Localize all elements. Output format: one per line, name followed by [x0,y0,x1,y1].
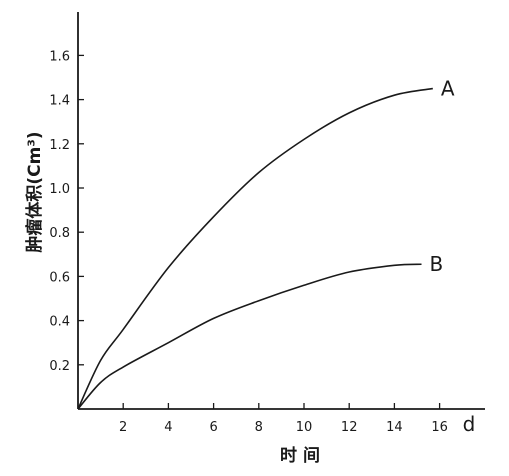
x-tick-label: 8 [255,420,263,435]
x-tick-label: 6 [209,420,217,435]
series-line-b [77,263,422,410]
y-tick-label: 0.6 [49,270,70,285]
y-tick-label: 1.6 [49,49,70,64]
y-ticks-group: 0.2 0.4 0.6 0.8 1.0 1.2 1.4 1.6 [49,49,84,374]
y-tick-label: 1.2 [49,138,70,153]
x-tick-label: 4 [164,420,172,435]
y-tick-label: 0.8 [49,226,70,241]
series-label-a: A [441,77,455,101]
y-tick-label: 0.2 [49,359,70,374]
series-group: AB [77,77,455,410]
x-tick-label: 2 [119,420,127,435]
x-axis-title: 时 间 [280,445,320,466]
y-tick-label: 1.0 [49,182,70,197]
axes-group [77,12,485,410]
series-label-b: B [430,252,444,276]
x-tick-label: 16 [431,420,448,435]
x-axis-unit: d [463,412,476,436]
x-tick-label: 12 [341,420,358,435]
y-tick-label: 1.4 [49,94,70,109]
x-ticks-group: 2 4 6 8 10 12 14 16 [119,403,448,435]
y-tick-label: 0.4 [49,315,70,330]
x-tick-label: 14 [386,420,403,435]
series-line-a [77,87,433,410]
y-axis-title: 肿瘤体积(Cm³) [24,131,45,252]
x-tick-label: 10 [296,420,313,435]
